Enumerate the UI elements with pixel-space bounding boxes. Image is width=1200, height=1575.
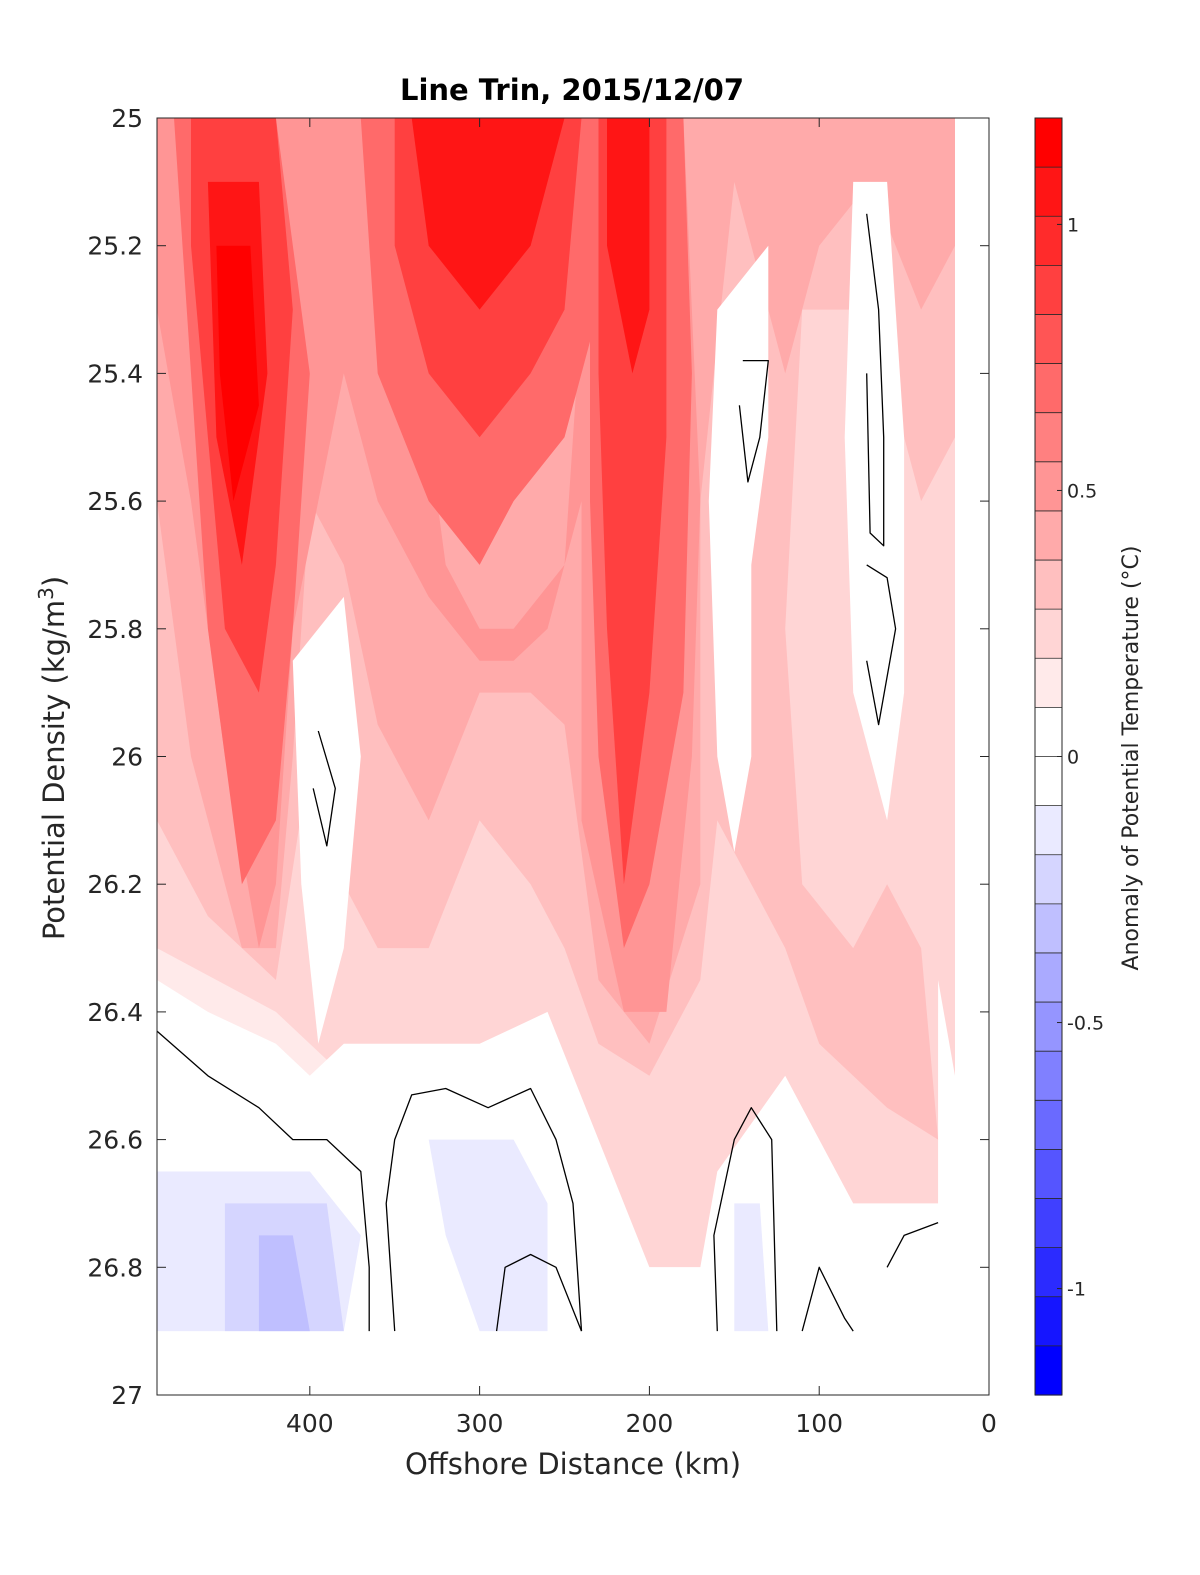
colorbar-swatch	[1035, 854, 1062, 905]
y-tick-label: 26	[111, 743, 143, 772]
zero-contour-3	[713, 1107, 778, 1332]
x-tick-label: 100	[795, 1409, 843, 1438]
y-axis-label-superscript: 3	[34, 587, 58, 600]
colorbar-swatch	[1035, 118, 1062, 168]
zero-contour-0	[157, 1030, 370, 1332]
colorbar-swatch	[1035, 1198, 1062, 1249]
y-tick-label: 27	[111, 1381, 143, 1410]
colorbar-swatch	[1035, 609, 1062, 659]
y-axis-label-close: )	[37, 576, 71, 587]
colorbar-swatch	[1035, 1002, 1062, 1052]
x-tick-label: 300	[456, 1409, 504, 1438]
y-tick-label: 25	[111, 104, 143, 133]
zero-contour-1	[385, 1087, 583, 1332]
contour-region-14	[607, 118, 650, 374]
contour-region-13	[411, 118, 565, 310]
contour-region-23	[258, 1235, 310, 1332]
colorbar-swatch	[1035, 1100, 1062, 1151]
colorbar-swatch	[1035, 461, 1062, 512]
contour-region-15	[216, 245, 259, 502]
zero-contour-2	[495, 1253, 583, 1332]
colorbar-swatch	[1035, 363, 1062, 414]
colorbar-tick-label: 0.5	[1067, 480, 1097, 502]
x-tick-label: 400	[286, 1409, 334, 1438]
zero-contour-5	[886, 1221, 939, 1268]
colorbar-tick-label: 0	[1067, 747, 1079, 769]
colorbar-swatch	[1035, 1247, 1062, 1298]
colorbar-swatch	[1035, 658, 1062, 708]
chart-title: Line Trin, 2015/12/07	[400, 73, 744, 107]
y-tick-label: 26.4	[87, 998, 143, 1027]
colorbar-swatch	[1035, 1296, 1062, 1347]
zero-contour-7	[738, 359, 769, 483]
colorbar: 1 0.5 0 -0.5 -1	[1034, 117, 1104, 1396]
colorbar-tick-label: -0.5	[1067, 1013, 1104, 1035]
colorbar-swatch	[1035, 1149, 1062, 1200]
zero-contour-9	[866, 564, 897, 726]
colorbar-swatch	[1035, 314, 1062, 365]
zero-contour-4	[801, 1266, 854, 1332]
colorbar-swatch	[1035, 756, 1062, 807]
x-tick-label: 200	[626, 1409, 674, 1438]
colorbar-swatch	[1035, 265, 1062, 316]
plot-area: 400 300 200 100 0 25 25.2 25.4 25.6 25.8 26 26.2 26.…	[87, 104, 997, 1438]
colorbar-swatch	[1035, 412, 1062, 463]
colorbar-tick-label: 1	[1067, 214, 1079, 236]
contour-region-11	[598, 118, 667, 885]
colorbar-label: Anomaly of Potential Temperature (°C)	[1119, 546, 1144, 971]
y-axis-label: Potential Density (kg/m3)	[34, 576, 71, 940]
colorbar-swatch	[1035, 805, 1062, 856]
contour-region-16	[292, 596, 361, 1044]
zero-contour-lines	[157, 213, 939, 1332]
contour-region-20	[428, 1139, 548, 1332]
x-axis-label: Offshore Distance (km)	[405, 1447, 741, 1481]
colorbar-swatch	[1035, 952, 1062, 1003]
y-tick-label: 26.6	[87, 1126, 143, 1155]
y-tick-label: 26.8	[87, 1253, 143, 1282]
colorbar-swatch	[1035, 216, 1062, 266]
y-tick-label: 25.4	[87, 359, 143, 388]
colorbar-tick-label: -1	[1067, 1279, 1086, 1301]
y-tick-label: 26.2	[87, 870, 143, 899]
y-tick-label: 25.6	[87, 487, 143, 516]
axis-ticks: 400 300 200 100 0 25 25.2 25.4 25.6 25.8 26 26.2 26.…	[87, 104, 997, 1438]
contour-fills	[157, 118, 955, 1395]
colorbar-swatch	[1035, 560, 1062, 610]
zero-contour-8	[866, 213, 885, 547]
colorbar-swatch	[1035, 903, 1062, 954]
zero-contour-6	[312, 730, 336, 847]
contour-region-18	[844, 181, 905, 821]
y-tick-label: 25.2	[87, 232, 143, 261]
y-tick-label: 25.8	[87, 615, 143, 644]
x-tick-label: 0	[981, 1409, 997, 1438]
y-axis-label-main: Potential Density (kg/m	[37, 600, 71, 940]
colorbar-swatch	[1035, 1345, 1062, 1396]
colorbar-swatch	[1035, 510, 1062, 561]
colorbar-swatch	[1035, 1051, 1062, 1101]
contour-region-21	[734, 1203, 769, 1332]
contour-region-17	[708, 245, 769, 853]
colorbar-swatch	[1035, 167, 1062, 217]
colorbar-swatch	[1035, 707, 1062, 758]
